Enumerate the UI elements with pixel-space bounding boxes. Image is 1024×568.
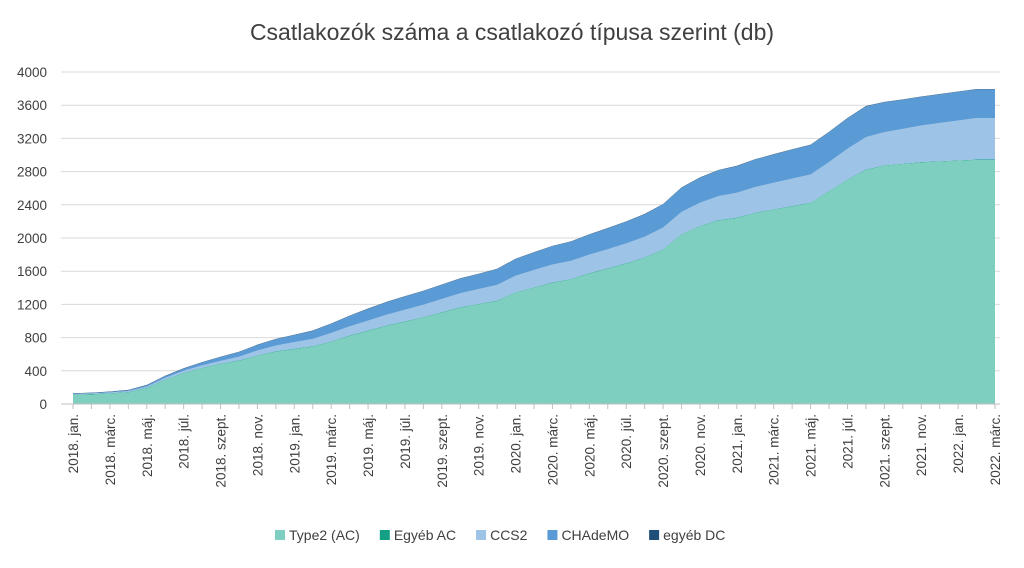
legend: Type2 (AC) Egyéb AC CCS2 CHAdeMO egyéb DC (275, 527, 725, 543)
legend-label: egyéb DC (663, 527, 725, 543)
legend-swatch (547, 530, 558, 540)
y-tick-label: 2400 (17, 198, 47, 213)
legend-label: Type2 (AC) (289, 527, 360, 543)
x-tick-label: 2019. máj. (361, 414, 376, 477)
x-tick-label: 2019. márc. (324, 414, 339, 485)
legend-swatch (379, 530, 390, 540)
y-tick-label: 1200 (17, 297, 47, 312)
legend-swatch (275, 530, 285, 540)
x-tick-label: 2021. márc. (767, 414, 782, 485)
x-tick-label: 2019. jan. (287, 414, 302, 473)
y-tick-label: 3200 (17, 131, 47, 146)
legend-swatch (476, 530, 487, 540)
x-tick-label: 2019. júl. (398, 414, 413, 469)
x-tick-label: 2021. jan. (730, 414, 745, 473)
y-tick-label: 2800 (17, 165, 47, 180)
x-tick-label: 2018. nov. (250, 414, 265, 476)
x-tick-label: 2018. máj. (140, 414, 155, 477)
legend-label: CCS2 (490, 527, 528, 543)
y-tick-label: 2000 (17, 231, 47, 246)
y-tick-label: 400 (24, 364, 47, 379)
chart-title: Csatlakozók száma a csatlakozó típusa sz… (250, 19, 774, 45)
area-series (73, 89, 995, 395)
y-tick-label: 800 (24, 331, 47, 346)
legend-swatch (649, 530, 660, 540)
y-tick-label: 1600 (17, 264, 47, 279)
y-tick-label: 0 (39, 397, 47, 412)
x-tick-label: 2021. máj. (804, 414, 819, 477)
area-series (73, 118, 995, 395)
y-tick-label: 4000 (17, 65, 47, 80)
x-tick-label: 2020. jan. (509, 414, 524, 473)
x-tick-label: 2022. márc. (988, 414, 1003, 485)
legend-label: Egyéb AC (394, 527, 456, 543)
x-tick-label: 2019. szept. (435, 414, 450, 488)
plot-area (73, 89, 995, 404)
y-axis-ticks: 0 400 800 1200 1600 2000 2400 2800 3200 3600 4000 (17, 65, 47, 412)
y-tick-label: 3600 (17, 98, 47, 113)
area-series (73, 159, 995, 404)
x-tick-label: 2022. jan. (951, 414, 966, 473)
x-tick-label: 2021. szept. (877, 414, 892, 488)
x-tick-label: 2020. júl. (619, 414, 634, 469)
x-tick-label: 2018. szept. (214, 414, 229, 488)
x-tick-label: 2020. nov. (693, 414, 708, 476)
x-tick-label: 2018. jan. (66, 414, 81, 473)
x-tick-label: 2020. márc. (545, 414, 560, 485)
x-tick-label: 2018. júl. (177, 414, 192, 469)
x-tick-label: 2020. szept. (656, 414, 671, 488)
x-tick-label: 2018. márc. (103, 414, 118, 485)
x-tick-label: 2020. máj. (582, 414, 597, 477)
x-axis-ticks: 2018. jan. 2018. márc. 2018. máj. 2018. júl… (66, 404, 1003, 488)
x-tick-label: 2019. nov. (472, 414, 487, 476)
gridlines (61, 71, 1000, 372)
legend-label: CHAdeMO (561, 527, 629, 543)
x-tick-label: 2021. nov. (914, 414, 929, 476)
x-tick-label: 2021. júl. (840, 414, 855, 469)
